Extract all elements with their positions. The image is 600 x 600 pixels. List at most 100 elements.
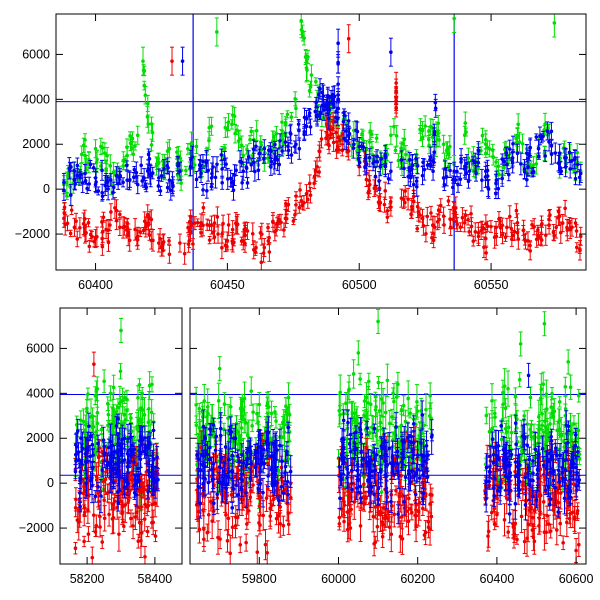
data-point	[166, 166, 170, 170]
data-point	[383, 189, 388, 193]
data-point	[514, 208, 519, 213]
data-point	[404, 152, 408, 157]
data-point	[578, 171, 583, 176]
data-point	[201, 188, 205, 192]
data-point	[149, 410, 154, 415]
data-point	[568, 227, 572, 232]
data-point	[476, 149, 481, 153]
data-point	[364, 177, 369, 182]
data-point	[383, 164, 388, 169]
data-point	[515, 151, 520, 156]
data-point	[299, 18, 304, 23]
data-point	[149, 143, 154, 147]
data-point	[69, 165, 73, 169]
data-point	[104, 167, 108, 171]
data-point	[430, 235, 434, 240]
data-point	[62, 216, 66, 221]
data-point	[364, 162, 369, 166]
data-point	[502, 159, 507, 164]
data-point	[378, 200, 383, 205]
x-tick-label: 60450	[210, 278, 245, 292]
data-point	[502, 147, 507, 152]
data-point	[224, 162, 228, 166]
data-point	[516, 122, 520, 127]
data-point	[344, 139, 349, 143]
data-point	[249, 162, 254, 167]
data-point	[578, 234, 583, 239]
data-point	[538, 236, 543, 241]
data-point	[136, 396, 140, 400]
data-point	[559, 169, 564, 174]
data-point	[326, 116, 331, 121]
top-plot-area	[56, 14, 586, 270]
data-point	[463, 121, 468, 125]
data-point	[567, 150, 572, 155]
data-point	[141, 228, 146, 233]
data-point	[178, 156, 183, 161]
data-point	[79, 152, 84, 157]
data-point	[153, 534, 158, 538]
data-point	[496, 186, 501, 191]
data-point	[307, 181, 312, 186]
data-point	[230, 227, 235, 232]
data-point	[425, 214, 430, 219]
data-point	[258, 151, 262, 156]
data-point	[418, 213, 422, 217]
data-point	[149, 122, 154, 126]
data-point	[271, 219, 275, 224]
data-point	[357, 160, 362, 165]
data-point	[462, 221, 467, 225]
data-point	[431, 169, 435, 173]
data-point	[93, 236, 98, 241]
data-point	[102, 379, 106, 384]
data-point	[144, 185, 149, 190]
data-point	[343, 114, 347, 118]
data-point	[441, 176, 446, 180]
data-point	[276, 219, 280, 224]
data-point	[133, 515, 138, 519]
data-point	[79, 418, 83, 423]
data-point	[389, 133, 393, 138]
data-point	[487, 147, 492, 151]
data-point	[125, 178, 129, 182]
data-point	[104, 180, 108, 185]
data-point	[558, 230, 563, 235]
data-point	[428, 163, 433, 168]
data-point	[167, 178, 172, 182]
data-point	[87, 182, 91, 186]
data-point	[432, 150, 436, 155]
data-point	[285, 112, 290, 117]
data-point	[500, 157, 505, 161]
data-point	[331, 140, 336, 145]
data-point	[73, 182, 77, 186]
data-point	[194, 144, 199, 149]
data-point	[201, 205, 206, 210]
data-point	[146, 122, 151, 126]
data-point	[233, 131, 237, 136]
data-point	[223, 243, 228, 248]
data-point	[530, 222, 534, 227]
bottom-segment-1	[60, 317, 182, 564]
data-point	[104, 227, 108, 232]
data-point	[308, 125, 313, 129]
data-point	[209, 176, 214, 180]
data-point	[274, 131, 279, 136]
data-point	[283, 140, 288, 144]
data-point	[534, 162, 539, 166]
data-point	[289, 115, 294, 119]
data-point	[251, 247, 256, 252]
data-point	[220, 245, 224, 250]
data-point	[215, 215, 220, 219]
data-point	[473, 230, 478, 234]
data-point	[476, 234, 481, 239]
data-point	[248, 137, 252, 142]
data-point	[273, 230, 277, 234]
data-point	[128, 141, 133, 146]
data-point	[446, 151, 451, 156]
data-point	[99, 427, 104, 432]
data-point	[131, 175, 136, 180]
data-point	[114, 478, 118, 483]
data-point	[121, 180, 125, 185]
series-ee0000	[61, 24, 583, 270]
